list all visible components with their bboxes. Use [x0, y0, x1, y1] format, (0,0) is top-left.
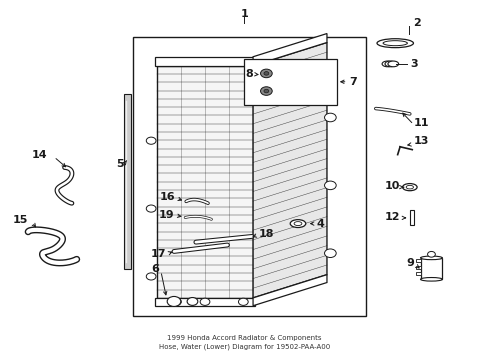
Text: 6: 6	[151, 264, 159, 274]
Bar	[415, 259, 420, 262]
Bar	[420, 258, 442, 279]
Circle shape	[187, 297, 198, 305]
Text: 4: 4	[316, 219, 324, 229]
Bar	[244, 59, 336, 105]
Ellipse shape	[402, 184, 416, 191]
Ellipse shape	[289, 220, 305, 228]
Text: 16: 16	[160, 192, 175, 202]
Text: 12: 12	[384, 212, 399, 222]
Circle shape	[260, 69, 272, 78]
Ellipse shape	[406, 185, 413, 189]
Circle shape	[324, 249, 336, 257]
Circle shape	[171, 298, 181, 305]
Polygon shape	[253, 275, 326, 306]
Text: 8: 8	[245, 68, 253, 78]
Ellipse shape	[376, 39, 413, 48]
Circle shape	[324, 113, 336, 122]
Circle shape	[167, 296, 181, 306]
Text: 1999 Honda Accord Radiator & Components
Hose, Water (Lower) Diagram for 19502-PA: 1999 Honda Accord Radiator & Components …	[159, 335, 329, 350]
Text: 17: 17	[150, 249, 165, 259]
Text: 11: 11	[413, 118, 428, 128]
Polygon shape	[253, 33, 326, 66]
Bar	[154, 57, 255, 66]
Bar	[409, 210, 413, 225]
Ellipse shape	[420, 278, 442, 281]
Text: 5: 5	[116, 159, 123, 169]
Bar	[154, 298, 255, 306]
Text: 19: 19	[159, 210, 174, 220]
Ellipse shape	[382, 41, 407, 46]
Text: 14: 14	[32, 150, 47, 160]
Ellipse shape	[293, 222, 301, 226]
Bar	[415, 266, 420, 269]
Ellipse shape	[387, 61, 398, 67]
Polygon shape	[253, 42, 326, 298]
Text: 7: 7	[348, 77, 356, 87]
Text: 18: 18	[259, 229, 274, 239]
Text: 9: 9	[406, 258, 414, 268]
Ellipse shape	[384, 61, 395, 67]
Ellipse shape	[381, 61, 392, 67]
Text: 2: 2	[412, 18, 420, 28]
Text: 1: 1	[240, 9, 248, 19]
Circle shape	[324, 181, 336, 190]
Text: 3: 3	[409, 59, 417, 69]
Circle shape	[264, 72, 268, 75]
Circle shape	[264, 89, 268, 93]
Ellipse shape	[420, 256, 442, 260]
Circle shape	[238, 298, 248, 305]
Circle shape	[146, 273, 156, 280]
Bar	[157, 66, 253, 298]
Text: 15: 15	[13, 215, 28, 225]
Circle shape	[427, 251, 434, 257]
Bar	[132, 37, 366, 316]
Text: 10: 10	[384, 181, 399, 192]
Circle shape	[146, 205, 156, 212]
Circle shape	[260, 87, 272, 95]
Bar	[124, 94, 131, 269]
Circle shape	[200, 298, 209, 305]
Text: 13: 13	[413, 136, 428, 147]
Bar	[415, 272, 420, 275]
Circle shape	[146, 137, 156, 144]
